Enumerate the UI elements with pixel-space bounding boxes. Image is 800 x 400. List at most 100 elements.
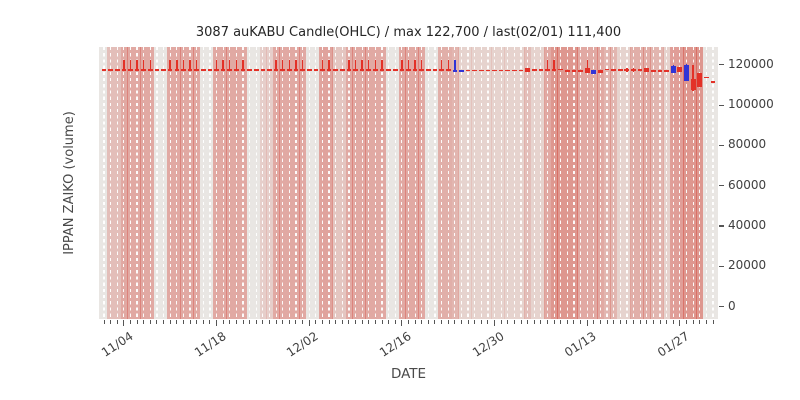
day-gridline <box>434 47 436 319</box>
day-gridline <box>149 47 151 319</box>
candle-dash <box>485 69 491 72</box>
x-minor-tick <box>633 320 635 324</box>
candle-dash <box>710 81 716 83</box>
x-minor-tick <box>321 320 323 324</box>
candle-wick <box>143 59 145 71</box>
day-gridline <box>540 47 542 319</box>
x-major-tick <box>123 320 125 326</box>
x-tick-label: 12/02 <box>284 329 321 360</box>
day-gridline <box>480 47 482 319</box>
candle-body <box>584 68 590 74</box>
x-minor-tick <box>639 320 641 324</box>
day-gridline <box>315 47 317 319</box>
x-minor-tick <box>156 320 158 324</box>
x-minor-tick <box>235 320 237 324</box>
x-minor-tick <box>427 320 429 324</box>
y-tick-mark <box>719 144 724 146</box>
x-tick-label: 01/27 <box>654 329 692 360</box>
candle-dash <box>320 69 325 71</box>
candle-wick <box>447 59 449 71</box>
x-minor-tick <box>348 320 350 324</box>
candle-dash <box>379 69 385 71</box>
day-gridline <box>454 47 456 319</box>
day-gridline <box>421 47 423 319</box>
day-gridline <box>613 47 615 319</box>
x-minor-tick <box>659 320 661 324</box>
day-gridline <box>407 47 410 319</box>
candle-dash <box>399 69 405 71</box>
candle-wick <box>123 59 125 71</box>
day-gridline <box>215 47 218 319</box>
x-minor-tick <box>705 320 707 324</box>
y-tick-mark <box>719 265 724 267</box>
candle-dash <box>452 70 458 72</box>
day-gridline <box>136 47 138 319</box>
candle-body <box>690 79 696 90</box>
candle-dash <box>174 69 180 71</box>
day-gridline <box>288 47 290 319</box>
x-minor-tick <box>692 320 694 324</box>
candle-body <box>670 65 676 74</box>
x-minor-tick <box>268 320 270 324</box>
day-gridline <box>129 47 132 319</box>
x-minor-tick <box>116 320 118 324</box>
day-gridline <box>447 47 449 319</box>
day-gridline <box>652 47 654 319</box>
day-gridline <box>275 47 277 319</box>
day-gridline <box>110 47 112 319</box>
candle-wick <box>182 59 185 71</box>
candle-wick <box>354 59 357 71</box>
x-minor-tick <box>381 320 383 324</box>
day-gridline <box>368 47 370 319</box>
x-major-tick <box>401 320 403 326</box>
x-minor-tick <box>328 320 330 324</box>
candle-dash <box>611 69 616 71</box>
x-minor-tick <box>547 320 548 324</box>
x-minor-tick <box>229 320 231 324</box>
day-gridline <box>553 47 555 319</box>
candle-wick <box>301 59 304 71</box>
x-minor-tick <box>599 320 601 324</box>
candle-dash <box>306 69 312 71</box>
x-minor-tick <box>176 320 178 324</box>
x-minor-tick <box>262 320 264 324</box>
candle-dash <box>313 69 319 71</box>
candle-dash <box>227 69 233 71</box>
candle-dash <box>141 69 146 71</box>
x-minor-tick <box>288 320 290 324</box>
x-minor-tick <box>103 320 105 324</box>
x-minor-tick <box>480 320 482 324</box>
day-gridline <box>659 47 661 319</box>
day-gridline <box>268 47 271 319</box>
x-major-tick <box>679 320 681 326</box>
candle-dash <box>359 69 365 71</box>
candle-wick <box>374 59 377 71</box>
x-major-tick <box>308 320 310 326</box>
candle-wick <box>242 59 244 71</box>
y-tick-label: 80000 <box>728 137 767 152</box>
candle-dash <box>618 69 623 71</box>
candle-dash <box>214 69 219 71</box>
x-major-tick <box>586 320 588 326</box>
x-minor-tick <box>447 320 449 324</box>
day-gridline <box>103 47 105 319</box>
y-axis-label-text: IPPAN ZAIKO (volume) <box>62 111 77 255</box>
x-tick-label: 12/16 <box>376 329 414 360</box>
day-gridline <box>679 47 681 319</box>
candle-dash <box>657 70 663 72</box>
x-minor-tick <box>500 320 502 324</box>
x-minor-tick <box>249 320 251 324</box>
day-gridline <box>169 47 171 319</box>
x-minor-tick <box>341 320 343 324</box>
x-minor-tick <box>414 320 416 324</box>
day-gridline <box>606 47 608 319</box>
candle-dash <box>240 69 246 71</box>
x-minor-tick <box>355 320 357 324</box>
y-tick-label: 20000 <box>728 258 767 273</box>
x-minor-tick <box>520 320 522 324</box>
x-minor-tick <box>388 320 390 324</box>
candle-wick <box>229 59 231 71</box>
day-gridline <box>705 47 707 319</box>
candle-dash <box>340 69 345 71</box>
